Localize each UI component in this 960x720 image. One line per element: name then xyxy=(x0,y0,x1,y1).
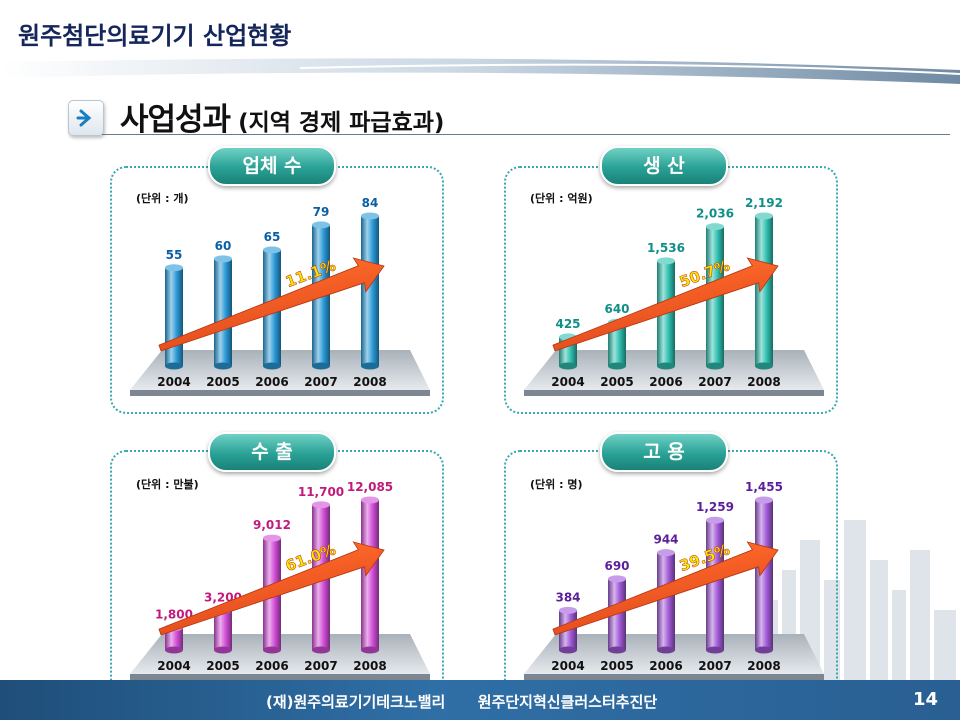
category-label-2005: 2005 xyxy=(206,375,239,389)
category-label-2008: 2008 xyxy=(353,659,386,673)
category-label-2007: 2007 xyxy=(304,659,337,673)
bar-base-2008 xyxy=(361,647,379,654)
value-label-2004: 384 xyxy=(555,590,580,604)
value-label-2006: 1,536 xyxy=(647,241,685,255)
bar-base-2006 xyxy=(263,647,281,654)
bar-chart-employment: 3842004690200594420061,25920071,45520083… xyxy=(504,450,834,694)
bar-cap-2006 xyxy=(657,257,675,264)
bar-chart-companies: 55200460200565200679200784200811.1% xyxy=(110,166,440,410)
category-label-2005: 2005 xyxy=(600,375,633,389)
bar-cap-2005 xyxy=(214,255,232,262)
bar-cap-2006 xyxy=(657,549,675,556)
bar-base-2005 xyxy=(214,363,232,370)
bar-base-2004 xyxy=(559,647,577,654)
bar-cap-2006 xyxy=(263,535,281,542)
value-label-2008: 84 xyxy=(362,196,379,210)
bar-cap-2004 xyxy=(165,264,183,271)
bar-base-2008 xyxy=(755,363,773,370)
value-label-2008: 2,192 xyxy=(745,196,783,210)
category-label-2004: 2004 xyxy=(157,375,190,389)
section-subtitle: (지역 경제 파급효과) xyxy=(238,110,444,136)
category-label-2006: 2006 xyxy=(255,659,288,673)
bar-2006 xyxy=(657,553,675,650)
category-label-2007: 2007 xyxy=(698,659,731,673)
bar-base-2006 xyxy=(657,363,675,370)
bar-base-2004 xyxy=(165,363,183,370)
bar-base-2007 xyxy=(706,647,724,654)
category-label-2004: 2004 xyxy=(157,659,190,673)
category-label-2004: 2004 xyxy=(551,375,584,389)
value-label-2008: 12,085 xyxy=(347,480,393,494)
bar-cap-2008 xyxy=(755,213,773,220)
category-label-2008: 2008 xyxy=(353,375,386,389)
bar-cap-2005 xyxy=(608,575,626,582)
page-number: 14 xyxy=(913,689,938,710)
bar-2007 xyxy=(706,520,724,650)
bar-cap-2007 xyxy=(706,517,724,524)
category-label-2006: 2006 xyxy=(649,375,682,389)
category-label-2006: 2006 xyxy=(649,659,682,673)
category-label-2007: 2007 xyxy=(304,375,337,389)
value-label-2005: 690 xyxy=(604,559,629,573)
value-label-2005: 60 xyxy=(215,239,232,253)
value-label-2004: 425 xyxy=(555,317,580,331)
section-arrow-badge xyxy=(68,100,104,136)
value-label-2007: 2,036 xyxy=(696,207,734,221)
bar-cap-2007 xyxy=(706,223,724,230)
value-label-2006: 65 xyxy=(264,230,281,244)
category-label-2008: 2008 xyxy=(747,375,780,389)
category-label-2004: 2004 xyxy=(551,659,584,673)
value-label-2008: 1,455 xyxy=(745,480,783,494)
bar-chart-exports: 1,80020043,20020059,012200611,700200712,… xyxy=(110,450,440,694)
footer-org-1: (재)원주의료기기테크노밸리 xyxy=(266,693,445,711)
value-label-2007: 1,259 xyxy=(696,500,734,514)
value-label-2007: 11,700 xyxy=(298,485,344,499)
value-label-2006: 944 xyxy=(653,533,678,547)
bar-cap-2007 xyxy=(312,501,330,508)
title-divider xyxy=(102,134,950,135)
bar-base-2007 xyxy=(706,363,724,370)
bar-2008 xyxy=(361,500,379,650)
bar-base-2007 xyxy=(312,647,330,654)
bar-cap-2006 xyxy=(263,246,281,253)
bar-base-2005 xyxy=(608,363,626,370)
bar-base-2007 xyxy=(312,363,330,370)
footer-organizations: (재)원주의료기기테크노밸리 원주단지혁신클러스터추진단 xyxy=(266,691,657,712)
category-label-2007: 2007 xyxy=(698,375,731,389)
bar-2004 xyxy=(165,268,183,366)
section-title-main: 사업성과 xyxy=(120,102,230,138)
bar-base-2005 xyxy=(214,647,232,654)
bar-base-2008 xyxy=(361,363,379,370)
category-label-2005: 2005 xyxy=(206,659,239,673)
bar-cap-2008 xyxy=(755,497,773,504)
bar-2008 xyxy=(755,216,773,366)
value-label-2006: 9,012 xyxy=(253,518,291,532)
arrow-right-icon xyxy=(69,101,103,135)
bar-base-2005 xyxy=(608,647,626,654)
bar-cap-2004 xyxy=(559,607,577,614)
bar-2005 xyxy=(214,259,232,366)
chart-platform-edge xyxy=(130,390,430,396)
page-header-title: 원주첨단의료기기 산업현황 xyxy=(18,16,291,51)
bar-cap-2007 xyxy=(312,221,330,228)
chart-platform-edge xyxy=(524,390,824,396)
value-label-2007: 79 xyxy=(313,205,330,219)
category-label-2006: 2006 xyxy=(255,375,288,389)
category-label-2005: 2005 xyxy=(600,659,633,673)
bar-base-2008 xyxy=(755,647,773,654)
section-title: 사업성과 (지역 경제 파급효과) xyxy=(120,94,444,139)
bar-base-2006 xyxy=(657,647,675,654)
bar-base-2004 xyxy=(559,363,577,370)
bar-2008 xyxy=(361,216,379,366)
value-label-2004: 55 xyxy=(166,248,183,262)
category-label-2008: 2008 xyxy=(747,659,780,673)
bar-base-2006 xyxy=(263,363,281,370)
bar-base-2004 xyxy=(165,647,183,654)
bar-cap-2008 xyxy=(361,213,379,220)
bar-chart-production: 425 2004 640 2005 1,536 2006 2,036 2007 2,192 200… xyxy=(504,166,834,410)
footer-org-2: 원주단지혁신클러스터추진단 xyxy=(478,693,657,711)
bar-cap-2008 xyxy=(361,497,379,504)
bar-2008 xyxy=(755,500,773,650)
value-label-2005: 640 xyxy=(604,302,629,316)
